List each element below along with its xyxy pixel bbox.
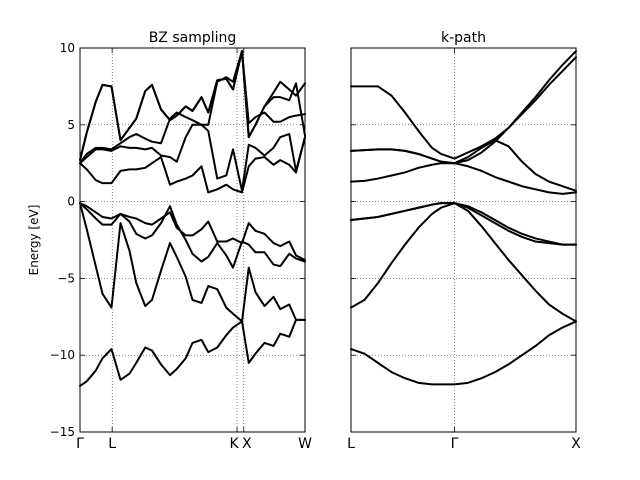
y-tick-label: −10 [50, 348, 75, 362]
bz-sampling-panel: BZ sampling Energy [eV] 10 5 0 −5 −10 −15Γ L K X… [27, 30, 312, 452]
band-line-1 [79, 318, 306, 387]
x-tick-label: K [229, 436, 239, 452]
band-line-4 [79, 202, 306, 261]
band-line-8 [350, 50, 577, 160]
y-tick-label: 0 [67, 195, 75, 209]
x-tick-label: X [571, 436, 581, 452]
k-path-title: k-path [441, 30, 486, 46]
band-line-9 [79, 50, 306, 162]
y-tick-label: −15 [50, 425, 75, 439]
band-line-6 [79, 123, 306, 192]
y-tick-label: 5 [67, 118, 75, 132]
y-tick-label: 10 [60, 41, 75, 55]
x-tick-label: X [242, 436, 252, 452]
x-tick-label: L [347, 436, 355, 452]
bz-sampling-axes-frame [79, 47, 306, 433]
band-line-7 [350, 56, 577, 165]
band-line-4 [350, 202, 577, 246]
k-path-panel: k-path L Γ X [347, 30, 581, 452]
band-line-1 [350, 320, 577, 386]
band-line-2 [350, 202, 577, 323]
band-line-2 [79, 202, 306, 323]
x-tick-label: W [298, 436, 312, 452]
x-tick-label: L [108, 436, 116, 452]
k-path-axes-frame [350, 47, 577, 433]
bz-sampling-title: BZ sampling [149, 30, 237, 46]
band-line-7 [79, 50, 306, 165]
band-line-5 [79, 136, 306, 194]
y-tick-label: −5 [57, 271, 75, 285]
x-tick-label: Γ [451, 436, 459, 452]
x-tick-label: Γ [76, 436, 84, 452]
y-axis-label: Energy [eV] [27, 205, 41, 276]
band-line-3 [79, 202, 306, 269]
band-line-5 [350, 162, 577, 195]
